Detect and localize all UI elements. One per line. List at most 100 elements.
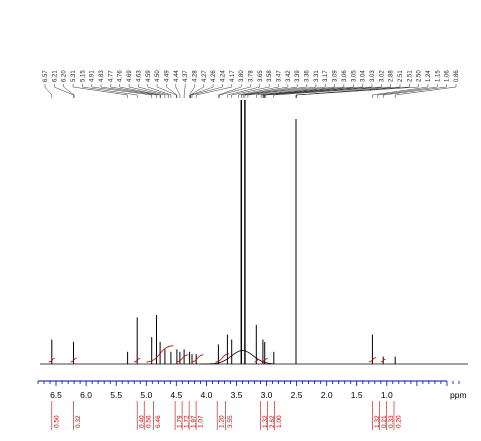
peak-connector [227,84,261,98]
peak-connector [190,84,214,98]
peak-connector [260,84,335,98]
integral-value: 6.46 [155,415,162,428]
integral-value: 0.33 [388,415,395,428]
x-axis-tick-label: 6.5 [50,390,62,400]
peak-label: 3.78 [249,70,255,82]
peak-label: 4.50 [155,70,161,82]
peak-connector [189,84,205,98]
peak-connector [119,84,161,98]
peak-connector [372,84,429,98]
integral-curve [380,358,386,363]
integral-curve [215,353,230,363]
x-axis-tick-label: 1.5 [351,390,363,400]
x-axis-tick-label: 1.0 [381,390,393,400]
integral-value: 0.21 [381,415,388,428]
integral-value: 1.20 [219,415,226,428]
peak-connector [244,84,307,98]
peak-connector [72,84,128,98]
peak-connector [156,84,177,98]
spectrum-trace-group [40,100,468,365]
integral-value: 1.32 [374,415,381,428]
peak-connector [44,84,53,98]
peak-connector [256,84,326,98]
peak-label: 6.57 [43,70,49,82]
integral-curve [70,357,78,363]
integral-value: 1.00 [276,415,283,428]
peak-label: 4.63 [136,70,142,82]
integral-value: 0.40 [139,415,146,428]
peak-label: 3.58 [267,70,273,82]
peak-connector [195,84,233,98]
peak-label: 3.47 [277,70,283,82]
peak-connector [265,84,382,98]
peak-label: 4.37 [183,70,189,82]
peak-connector [183,84,186,98]
x-axis-tick-label: 4.5 [170,390,182,400]
peak-connector [175,84,181,98]
peak-label: 3.65 [258,70,264,82]
integral-value: 0.56 [146,415,153,428]
peak-label: 4.83 [99,70,105,82]
x-axis-tick-label: 6.0 [80,390,92,400]
peak-label: 4.76 [118,70,124,82]
peak-connector [138,84,169,98]
integral-curve [146,345,174,363]
peak-label: 3.06 [342,70,348,82]
peak-label-group: 6.57 6.21 6.20 5.31 5.15 4.91 4.83 4.77 4.76 4.69… [43,70,460,82]
peak-label: 4.28 [193,70,199,82]
peak-connector-group [44,84,457,98]
integral-curve [176,354,189,363]
peak-connector [54,84,74,98]
integral-value: 1.07 [198,415,205,428]
peak-label: 3.02 [379,70,385,82]
peak-label: 3.05 [351,70,357,82]
integral-value: 1.79 [177,415,184,428]
peak-label: 1.15 [435,70,441,82]
integral-value: 3.55 [227,415,234,428]
peak-connector [128,84,166,98]
peak-connector [296,84,419,98]
peak-connector [218,84,242,98]
peak-connector [191,84,223,98]
x-axis-tick-label: 3.0 [261,390,273,400]
peak-connector [241,84,289,98]
peak-label: 3.17 [323,70,329,82]
peak-connector [63,84,75,98]
peak-connector [166,84,178,98]
peak-connector [382,84,447,98]
peak-connector [273,84,391,98]
peak-label: 1.06 [445,70,451,82]
integral-curve [48,358,55,363]
x-axis-tick-label: 3.5 [231,390,243,400]
peak-label: 4.27 [202,70,208,82]
peak-label: 4.69 [127,70,133,82]
peak-label: 2.51 [407,70,413,82]
peak-label: 3.04 [361,70,367,82]
peak-label: 5.31 [71,70,77,82]
peak-connector [219,84,251,98]
peak-label: 4.44 [174,70,180,82]
peak-connector [263,84,354,98]
peak-label: 6.21 [52,70,58,82]
peak-label: 4.26 [211,70,217,82]
integral-label-group: 0.50 0.32 0.40 0.56 6.46 1.79 1.72 1.97 1.07 1.20… [51,401,403,430]
integral-curve [191,354,204,363]
x-axis-tick-label: 2.5 [291,390,303,400]
peak-connector [82,84,138,98]
x-axis-tick-label: 5.0 [140,390,152,400]
peak-connector [147,84,172,98]
peak-label: 4.17 [230,70,236,82]
integral-value: 0.50 [53,415,60,428]
integral-value: 0.32 [75,415,82,428]
peak-label: 2.88 [389,70,395,82]
peak-connector [263,84,363,98]
peak-label: 1.24 [426,70,432,82]
integral-value: 1.32 [262,415,269,428]
peak-label: 4.24 [221,70,227,82]
integral-curve [134,358,141,363]
peak-label: 3.31 [314,70,320,82]
peak-connector [264,84,373,98]
peak-connector [231,84,270,98]
peak-label: 2.50 [417,70,423,82]
